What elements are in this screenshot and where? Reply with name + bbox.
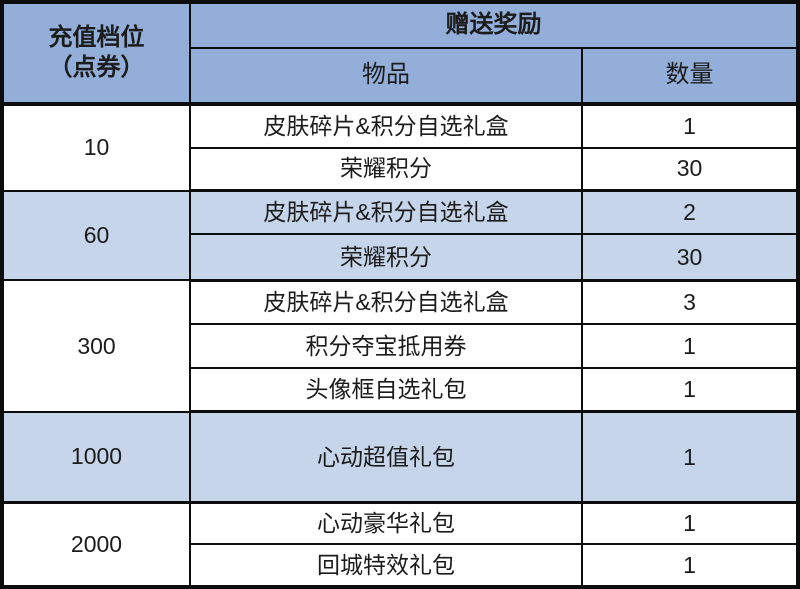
table-row: 1000 心动超值礼包 1 [1, 410, 799, 504]
tier-header-line2: （点券） [48, 53, 145, 81]
item-cell: 回城特效礼包 [189, 543, 583, 588]
item-cell: 皮肤碎片&积分自选礼盒 [189, 189, 583, 236]
qty-cell: 30 [581, 146, 799, 193]
item-cell: 皮肤碎片&积分自选礼盒 [189, 279, 583, 325]
item-cell: 心动超值礼包 [189, 410, 583, 504]
item-cell: 心动豪华礼包 [189, 501, 583, 546]
table-row: 头像框自选礼包 1 [2, 366, 799, 414]
table-row: 荣耀积分 30 [2, 146, 799, 193]
tier-column-header: 充值档位 （点券） [1, 1, 191, 106]
qty-cell: 1 [581, 543, 799, 588]
qty-cell: 1 [581, 102, 799, 149]
rewards-group-header: 赠送奖励 [189, 1, 799, 49]
table-row: 荣耀积分 30 [2, 233, 799, 282]
table-row: 回城特效礼包 1 [2, 543, 799, 588]
item-cell: 皮肤碎片&积分自选礼盒 [189, 102, 583, 149]
table-header-row-sub: 物品 数量 [2, 46, 799, 106]
qty-column-header: 数量 [581, 46, 799, 106]
tier-cell-1000: 1000 [1, 410, 191, 504]
item-cell: 荣耀积分 [189, 233, 583, 282]
qty-cell: 1 [581, 410, 799, 504]
table-row: 60 皮肤碎片&积分自选礼盒 2 [1, 189, 799, 282]
qty-cell: 3 [581, 279, 799, 325]
tier-cell-300: 300 [1, 279, 191, 413]
qty-cell: 1 [581, 366, 799, 414]
item-column-header: 物品 [189, 46, 583, 106]
tier-cell-60: 60 [1, 189, 191, 282]
qty-cell: 2 [581, 189, 799, 236]
tier-header-line1: 充值档位 [48, 23, 145, 51]
qty-cell: 1 [581, 323, 799, 369]
tier-cell-10: 10 [1, 102, 191, 192]
item-cell: 积分夺宝抵用券 [189, 323, 583, 369]
table-row: 300 皮肤碎片&积分自选礼盒 3 [1, 279, 799, 413]
qty-cell: 30 [581, 233, 799, 282]
table-row: 10 皮肤碎片&积分自选礼盒 1 [1, 102, 799, 192]
item-cell: 荣耀积分 [189, 146, 583, 193]
item-cell: 头像框自选礼包 [189, 366, 583, 414]
table-header-row-top: 充值档位 （点券） 赠送奖励 [1, 1, 799, 106]
table-row: 2000 心动豪华礼包 1 [1, 501, 799, 588]
table-row: 积分夺宝抵用券 1 [2, 323, 799, 369]
qty-cell: 1 [581, 501, 799, 546]
tier-cell-2000: 2000 [1, 501, 191, 588]
